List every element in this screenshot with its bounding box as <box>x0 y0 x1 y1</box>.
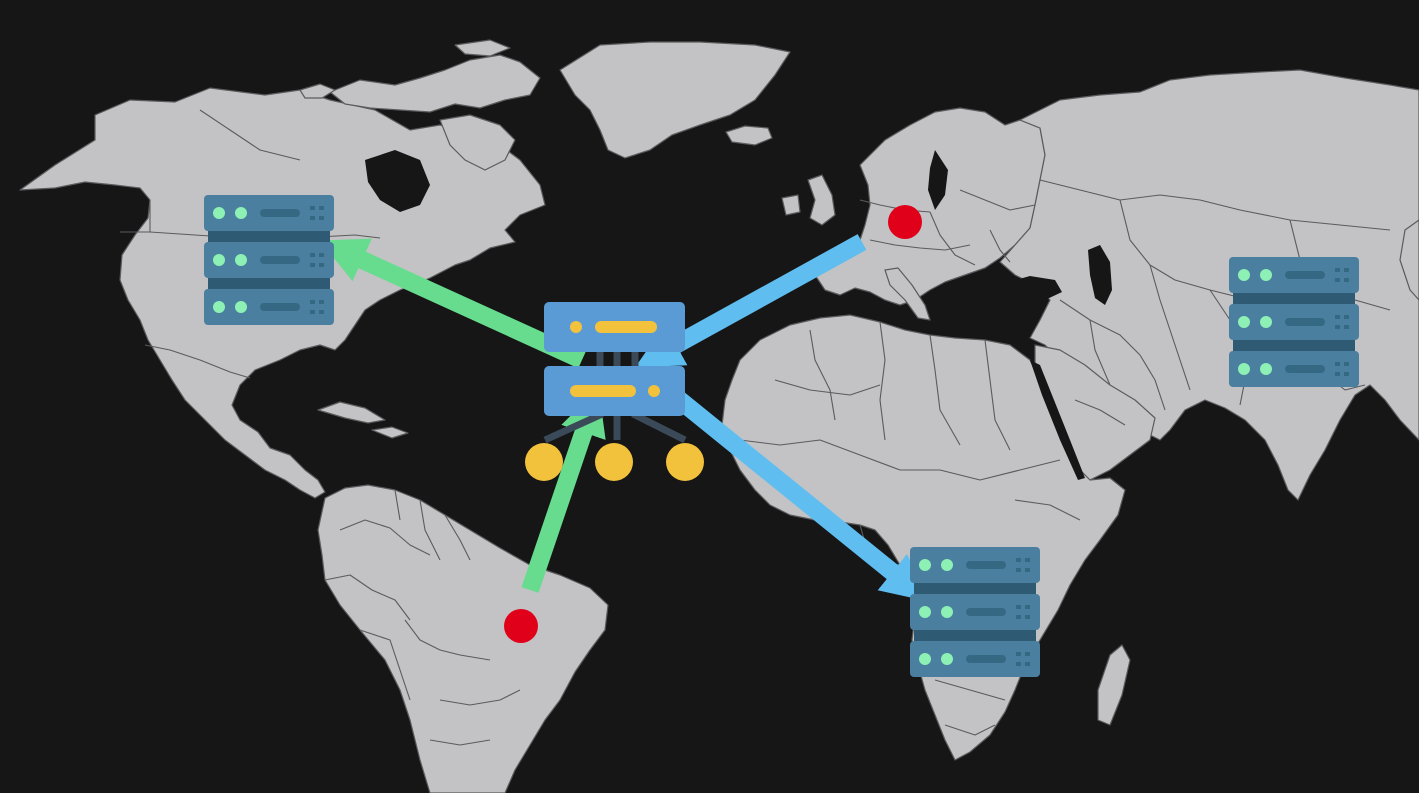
node-right-icon <box>666 443 704 481</box>
location-dot-icon-south-america <box>504 609 538 643</box>
node-center-icon <box>595 443 633 481</box>
landmass-iceland <box>725 125 773 146</box>
landmass-greenland <box>559 41 791 159</box>
landmass-south-america <box>317 484 609 793</box>
node-left-icon <box>525 443 563 481</box>
server-rack-icon <box>1229 257 1359 293</box>
server-north-america <box>204 195 334 325</box>
arrow-hub-to-africa <box>670 390 929 602</box>
landmass-japan <box>1399 219 1419 301</box>
arrow-europe-to-hub <box>635 234 867 368</box>
landmass-italy <box>884 267 931 321</box>
landmass-europe <box>814 107 1046 306</box>
arrow-south-america-to-hub <box>521 388 606 593</box>
landmass-britain <box>807 174 836 226</box>
server-rack-icon <box>910 547 1040 583</box>
landmass-ireland <box>781 194 801 216</box>
landmass-cuba <box>317 401 386 424</box>
load-balancer-icon <box>525 302 704 481</box>
server-asia <box>1229 257 1359 387</box>
server-rack-icon <box>204 195 334 231</box>
landmass-arctic-island-3 <box>454 39 511 57</box>
landmass-madagascar <box>1097 644 1131 726</box>
landmass-baffin <box>439 114 516 171</box>
landmass-arctic-island-2 <box>299 83 336 99</box>
landmass-arctic-islands <box>329 54 541 113</box>
server-africa <box>910 547 1040 677</box>
landmass-hispaniola <box>371 426 409 439</box>
location-dot-icon-europe <box>888 205 922 239</box>
world-map <box>19 39 1419 793</box>
